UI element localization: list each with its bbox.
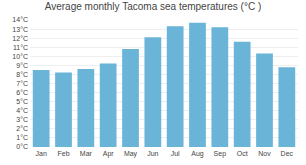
svg-text:Mar: Mar — [80, 150, 93, 157]
svg-text:Aug: Aug — [191, 150, 204, 158]
svg-text:8°C: 8°C — [16, 71, 28, 78]
svg-text:6°C: 6°C — [16, 89, 28, 96]
svg-text:12°C: 12°C — [12, 35, 28, 42]
svg-text:Jun: Jun — [147, 150, 158, 157]
svg-text:10°C: 10°C — [12, 53, 28, 60]
svg-text:Average monthly Tacoma sea tem: Average monthly Tacoma sea temperatures … — [45, 1, 262, 12]
svg-text:2°C: 2°C — [16, 125, 28, 132]
svg-text:Jul: Jul — [171, 150, 180, 157]
svg-text:Feb: Feb — [57, 150, 69, 157]
svg-text:13°C: 13°C — [12, 26, 28, 33]
svg-text:Nov: Nov — [258, 150, 271, 157]
svg-text:May: May — [124, 150, 138, 158]
svg-text:7°C: 7°C — [16, 80, 28, 87]
svg-text:Jan: Jan — [36, 150, 47, 157]
svg-text:Sep: Sep — [214, 150, 227, 158]
svg-text:5°C: 5°C — [16, 98, 28, 105]
svg-text:0°C: 0°C — [16, 143, 28, 150]
svg-text:4°C: 4°C — [16, 107, 28, 114]
svg-text:1°C: 1°C — [16, 134, 28, 141]
svg-text:3°C: 3°C — [16, 116, 28, 123]
svg-text:11°C: 11°C — [13, 44, 28, 51]
svg-text:9°C: 9°C — [16, 62, 28, 69]
svg-text:Dec: Dec — [281, 150, 294, 157]
svg-text:14°C: 14°C — [12, 16, 28, 23]
svg-text:Oct: Oct — [237, 150, 248, 157]
svg-text:Apr: Apr — [103, 150, 115, 158]
